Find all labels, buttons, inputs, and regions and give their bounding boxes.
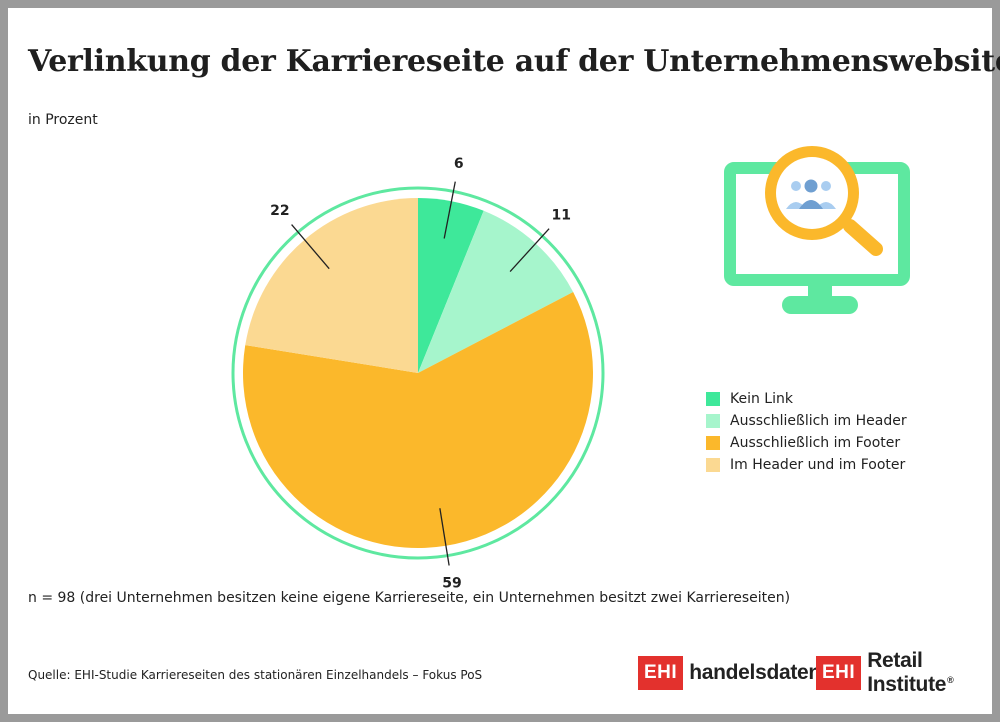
pie-value-label: 22 [270, 203, 289, 219]
pie-slice [245, 198, 418, 373]
legend-swatch [706, 392, 720, 406]
handelsdaten-text: handelsdaten.de [689, 661, 851, 684]
pie-slice [418, 198, 484, 373]
legend-swatch [706, 458, 720, 472]
legend-swatch [706, 414, 720, 428]
pie-leader-line [509, 228, 550, 273]
retail-institute-text: Retail Institute® [867, 649, 954, 696]
pie-value-label: 11 [551, 207, 570, 223]
legend-label: Ausschließlich im Header [730, 413, 907, 429]
people-icon [786, 179, 836, 210]
pie-slice [418, 210, 574, 373]
legend-item: Ausschließlich im Header [706, 410, 907, 432]
legend-label: Ausschließlich im Footer [730, 435, 901, 451]
legend-label: Im Header und im Footer [730, 457, 906, 473]
pie-leader-line [443, 181, 456, 239]
ehi-mark: EHI [816, 656, 862, 690]
pie-value-label: 6 [454, 156, 464, 172]
sample-size-note: n = 98 (drei Unternehmen besitzen keine … [28, 590, 791, 606]
pie-value-label: 59 [442, 575, 461, 591]
legend: Kein Link Ausschließlich im Header Aussc… [706, 388, 907, 476]
ehi-mark: EHI [638, 656, 684, 690]
pie-outline-ring [231, 186, 605, 560]
legend-item: Kein Link [706, 388, 907, 410]
source-note: Quelle: EHI-Studie Karriereseiten des st… [28, 668, 483, 682]
legend-label: Kein Link [730, 391, 793, 407]
pie-labels: 6 11 59 22 [270, 156, 571, 591]
pie-slice [243, 292, 593, 549]
unit-subtitle: in Prozent [28, 112, 98, 128]
page-title: Verlinkung der Karriereseite auf der Unt… [28, 44, 1000, 79]
legend-item: Ausschließlich im Footer [706, 432, 907, 454]
pie-slices [243, 198, 593, 549]
handelsdaten-logo[interactable]: EHI handelsdaten.de [638, 656, 851, 690]
pie-leader-line [291, 224, 330, 270]
legend-item: Im Header und im Footer [706, 454, 907, 476]
legend-swatch [706, 436, 720, 450]
pie-leader-line [439, 508, 450, 566]
retail-institute-logo[interactable]: EHI Retail Institute® [816, 649, 1000, 696]
